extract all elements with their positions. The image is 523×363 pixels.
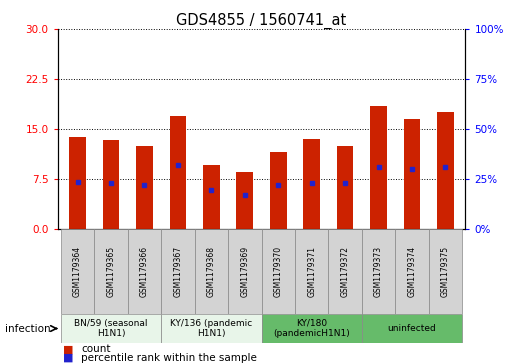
Text: GSM1179374: GSM1179374 — [407, 246, 416, 297]
Bar — [169, 115, 186, 229]
Bar — [404, 119, 420, 229]
Text: GSM1179370: GSM1179370 — [274, 246, 283, 297]
Bar — [236, 172, 253, 229]
Text: infection: infection — [5, 323, 51, 334]
Bar — [303, 139, 320, 229]
Bar — [161, 229, 195, 314]
Text: GDS4855 / 1560741_at: GDS4855 / 1560741_at — [176, 13, 347, 29]
Bar — [337, 146, 354, 229]
Text: GSM1179373: GSM1179373 — [374, 246, 383, 297]
Bar — [203, 166, 220, 229]
Bar — [69, 137, 86, 229]
Text: percentile rank within the sample: percentile rank within the sample — [81, 353, 257, 363]
Text: ■: ■ — [63, 344, 73, 354]
Bar — [228, 229, 262, 314]
Text: BN/59 (seasonal
H1N1): BN/59 (seasonal H1N1) — [74, 319, 148, 338]
Bar — [328, 229, 362, 314]
Text: GSM1179365: GSM1179365 — [107, 246, 116, 297]
Text: GSM1179364: GSM1179364 — [73, 246, 82, 297]
Bar — [195, 229, 228, 314]
Bar — [437, 112, 454, 229]
Bar — [395, 229, 429, 314]
Text: uninfected: uninfected — [388, 324, 436, 333]
Bar — [429, 229, 462, 314]
Bar — [262, 314, 362, 343]
Bar — [270, 152, 287, 229]
Text: KY/136 (pandemic
H1N1): KY/136 (pandemic H1N1) — [170, 319, 253, 338]
Bar — [61, 229, 94, 314]
Text: ■: ■ — [63, 353, 73, 363]
Text: GSM1179375: GSM1179375 — [441, 246, 450, 297]
Bar — [295, 229, 328, 314]
Text: GSM1179369: GSM1179369 — [240, 246, 249, 297]
Bar — [161, 314, 262, 343]
Bar — [103, 140, 119, 229]
Bar — [136, 146, 153, 229]
Text: count: count — [81, 344, 110, 354]
Bar — [362, 314, 462, 343]
Bar — [61, 314, 161, 343]
Bar — [262, 229, 295, 314]
Text: GSM1179366: GSM1179366 — [140, 246, 149, 297]
Bar — [128, 229, 161, 314]
Text: KY/180
(pandemicH1N1): KY/180 (pandemicH1N1) — [274, 319, 350, 338]
Text: GSM1179371: GSM1179371 — [307, 246, 316, 297]
Bar — [370, 106, 387, 229]
Text: GSM1179367: GSM1179367 — [174, 246, 183, 297]
Bar — [94, 229, 128, 314]
Bar — [362, 229, 395, 314]
Text: GSM1179372: GSM1179372 — [340, 246, 349, 297]
Text: GSM1179368: GSM1179368 — [207, 246, 216, 297]
